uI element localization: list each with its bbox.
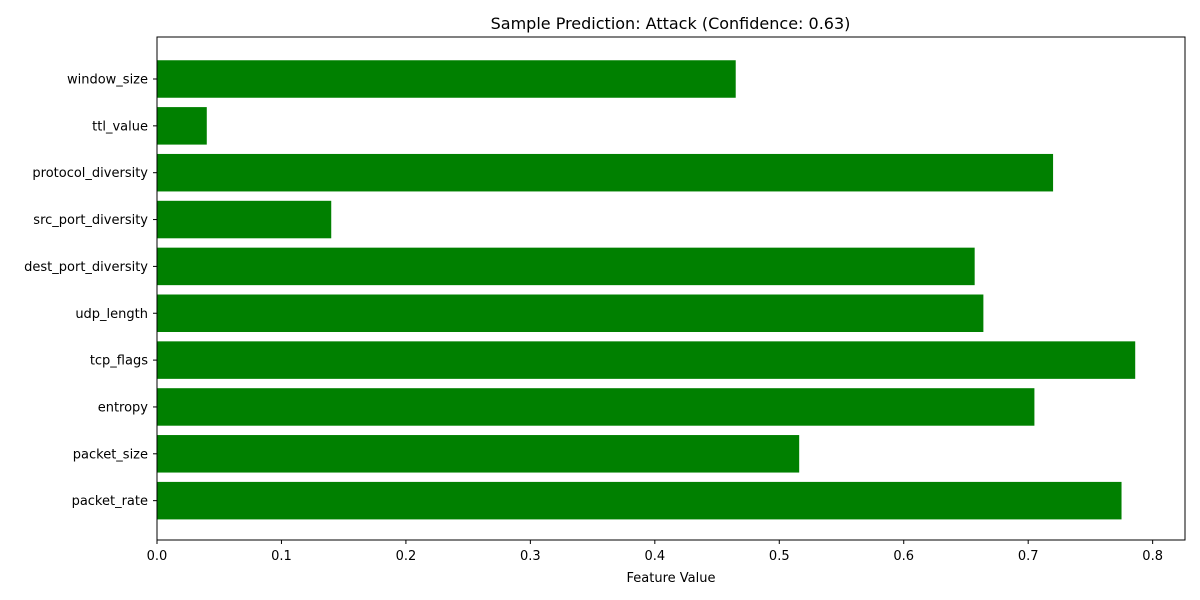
bars-layer [157,60,1136,520]
y-tick-label: packet_rate [72,494,148,509]
y-tick-label: entropy [98,400,149,415]
bar-ttl-value [157,107,207,145]
y-tick-label: window_size [67,73,148,88]
bar-packet-rate [157,481,1122,520]
y-tick-label: src_port_diversity [33,213,148,228]
x-tick-label: 0.8 [1142,549,1163,564]
y-tick-label: packet_size [73,447,148,462]
x-tick-label: 0.1 [271,549,292,564]
bar-packet-size [157,435,800,473]
y-tick-label: udp_length [75,307,148,322]
x-tick-label: 0.4 [644,549,665,564]
x-tick-label: 0.2 [396,549,417,564]
x-axis-title: Feature Value [627,571,716,586]
bar-tcp-flags [157,341,1136,379]
y-axis: window_size ttl_value protocol_diversitysr… [24,73,157,509]
bar-protocol-diversity [157,153,1054,192]
bar-entropy [157,388,1035,426]
bar-dest-port-diversity [157,247,975,286]
x-tick-label: 0.7 [1018,549,1039,564]
y-tick-label: protocol_diversity [32,166,148,181]
chart-title: Sample Prediction: Attack (Confidence: 0… [491,14,851,33]
y-tick-label: dest_port_diversity [24,260,148,275]
x-tick-label: 0.5 [769,549,790,564]
x-tick-label: 0.0 [147,549,168,564]
plot-frame [156,36,1186,541]
bar-udp-length [157,294,984,332]
bar-window-size [157,60,736,98]
y-tick-label: tcp_flags [90,354,148,369]
x-tick-label: 0.6 [893,549,914,564]
x-axis: 0.0 0.1 0.2 0.3 0.4 0.5 0.6 0.7 0.8 [147,540,1163,564]
bar-src-port-diversity [157,200,332,239]
x-tick-label: 0.3 [520,549,541,564]
y-tick-label: ttl_value [92,119,148,134]
